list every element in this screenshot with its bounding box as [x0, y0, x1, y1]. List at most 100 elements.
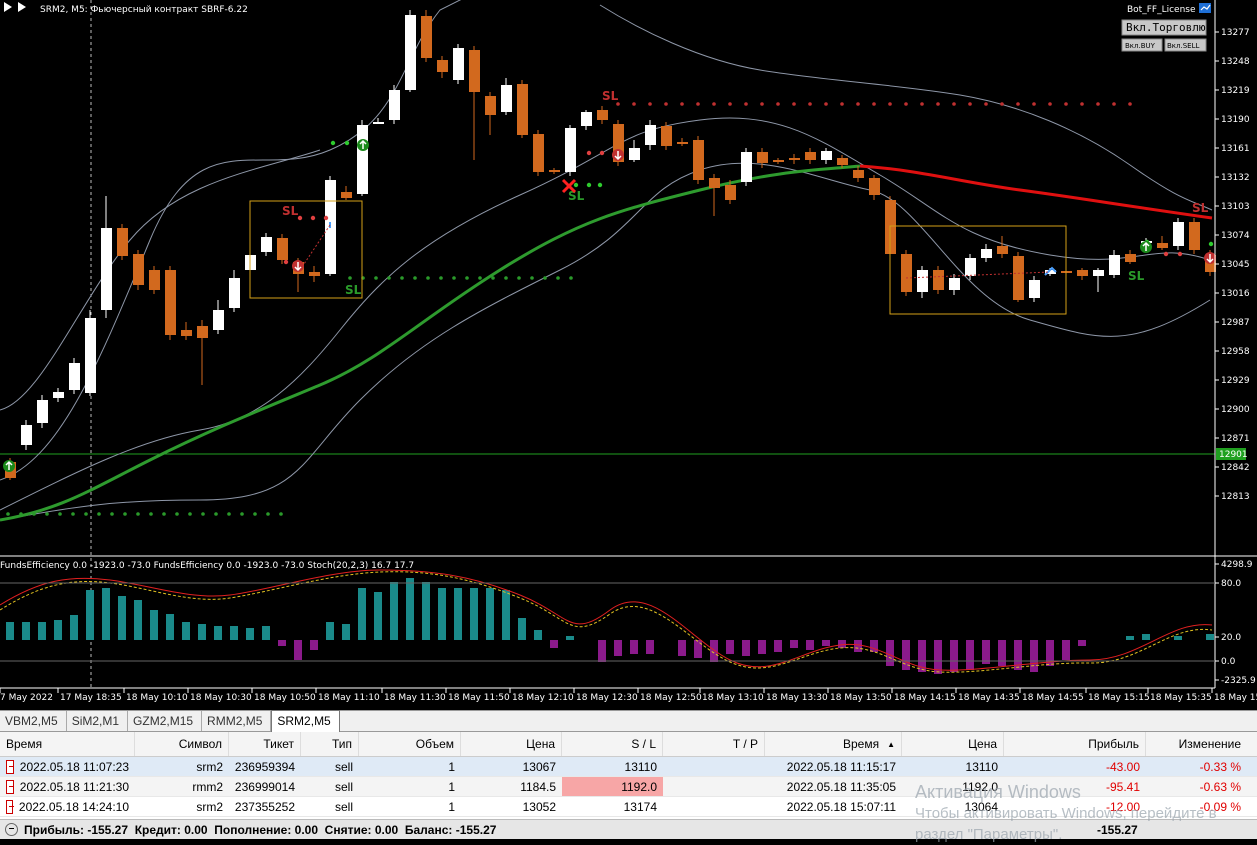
history-table: Время Символ Тикет Тип Объем Цена S / L … — [0, 732, 1257, 819]
signal-dot — [1163, 251, 1169, 257]
candle — [549, 170, 560, 172]
indicator-bar — [854, 640, 862, 652]
tab-vbm2[interactable]: VBM2,M5 — [0, 711, 67, 731]
indicator-bar — [294, 640, 302, 660]
signal-dot — [597, 182, 603, 188]
col-symbol[interactable]: Символ — [135, 732, 229, 756]
chart-expand-icon[interactable] — [4, 2, 26, 12]
col-tp[interactable]: T / P — [663, 732, 765, 756]
price-axis-label: 12842 — [1221, 463, 1250, 473]
stop-dot — [824, 102, 828, 106]
candle — [725, 185, 736, 200]
indicator-bar — [822, 640, 830, 646]
indicator-bar — [470, 588, 478, 640]
indicator-bar — [1126, 636, 1134, 640]
candle — [901, 254, 912, 292]
order-icon — [6, 799, 14, 814]
candle — [917, 270, 928, 292]
indicator-axis-label: 20.0 — [1221, 633, 1241, 643]
time-axis-label: 18 May 11:50 — [448, 693, 510, 703]
price-chart[interactable]: SL SL SL SL SL SL 13277 13248 13219 13190 13161 13… — [0, 0, 1257, 710]
support-dot — [426, 276, 430, 280]
stop-dot — [936, 102, 940, 106]
candle — [661, 126, 672, 146]
stop-dot — [1080, 102, 1084, 106]
col-ticket[interactable]: Тикет — [229, 732, 301, 756]
support-dot — [439, 276, 443, 280]
price-axis-label: 12958 — [1221, 347, 1250, 357]
indicator-bar — [246, 628, 254, 640]
signal-dot — [297, 215, 303, 221]
col-time[interactable]: Время — [0, 732, 135, 756]
stop-dot — [1096, 102, 1100, 106]
indicator-bar — [86, 590, 94, 640]
candle — [437, 60, 448, 72]
tab-gzm2[interactable]: GZM2,M15 — [128, 711, 203, 731]
col-close-price[interactable]: Цена — [902, 732, 1004, 756]
collapse-icon[interactable]: – — [5, 823, 18, 836]
stop-dot — [712, 102, 716, 106]
tab-rmm2[interactable]: RMM2,M5 — [202, 711, 272, 731]
candle — [1029, 280, 1040, 298]
support-dot — [530, 276, 534, 280]
tab-srm2[interactable]: SRM2,M5 — [271, 710, 340, 733]
col-profit[interactable]: Прибыль — [1004, 732, 1146, 756]
support-dot — [45, 512, 49, 516]
stop-dot — [968, 102, 972, 106]
support-dot — [97, 512, 101, 516]
candle — [597, 110, 608, 120]
candle — [453, 48, 464, 80]
indicator-bar — [1030, 640, 1038, 672]
stop-dot — [920, 102, 924, 106]
candle — [517, 84, 528, 135]
stop-dot — [1032, 102, 1036, 106]
col-close-time[interactable]: Время ▲ — [765, 732, 902, 756]
support-dot — [556, 276, 560, 280]
col-type[interactable]: Тип — [301, 732, 359, 756]
candle — [1077, 270, 1088, 276]
candle — [613, 124, 624, 162]
indicator-bar — [198, 624, 206, 640]
table-row[interactable]: 2022.05.18 11:07:23 srm2 236959394 sell … — [0, 757, 1257, 777]
table-row[interactable]: 2022.05.18 11:21:30 rmm2 236999014 sell … — [0, 777, 1257, 797]
trade-toggle-button[interactable]: Вкл.Торговлю — [1121, 19, 1207, 36]
time-axis-label: 18 May 11:30 — [384, 693, 446, 703]
candle — [773, 160, 784, 162]
candle — [1173, 222, 1184, 246]
col-sl[interactable]: S / L — [562, 732, 663, 756]
indicator-bar — [6, 622, 14, 640]
col-volume[interactable]: Объем — [359, 732, 461, 756]
indicator-bar — [886, 640, 894, 666]
signal-dot — [323, 215, 329, 221]
support-dot — [214, 512, 218, 516]
col-change[interactable]: Изменение — [1178, 737, 1241, 751]
support-dot — [387, 276, 391, 280]
sell-toggle-button[interactable]: Вкл.SELL — [1164, 38, 1207, 52]
indicator-bar — [918, 640, 926, 672]
table-row[interactable]: 2022.05.18 14:24:10 srm2 237355252 sell … — [0, 797, 1257, 817]
col-price[interactable]: Цена — [461, 732, 562, 756]
stop-dot — [664, 102, 668, 106]
indicator-axis-label: 0.0 — [1221, 657, 1236, 667]
close-x-icon — [561, 178, 577, 194]
indicator-bar — [214, 626, 222, 640]
support-dot — [543, 276, 547, 280]
indicator-bar — [742, 640, 750, 656]
buy-toggle-button[interactable]: Вкл.BUY — [1121, 38, 1163, 52]
tab-sim2[interactable]: SiM2,M1 — [67, 711, 129, 731]
indicator-bar — [774, 640, 782, 652]
indicator-bar — [118, 596, 126, 640]
candle — [981, 249, 992, 258]
candle — [261, 237, 272, 252]
candle — [117, 228, 128, 256]
indicator-bar — [326, 622, 334, 640]
indicator-bar — [134, 600, 142, 640]
time-axis-label: 18 May 14:15 — [894, 693, 956, 703]
stop-dot — [872, 102, 876, 106]
order-icon — [6, 759, 14, 774]
candle — [421, 16, 432, 58]
price-axis-label: 13190 — [1221, 115, 1250, 125]
indicator-bar — [758, 640, 766, 654]
indicator-bar — [518, 618, 526, 640]
support-dot — [188, 512, 192, 516]
